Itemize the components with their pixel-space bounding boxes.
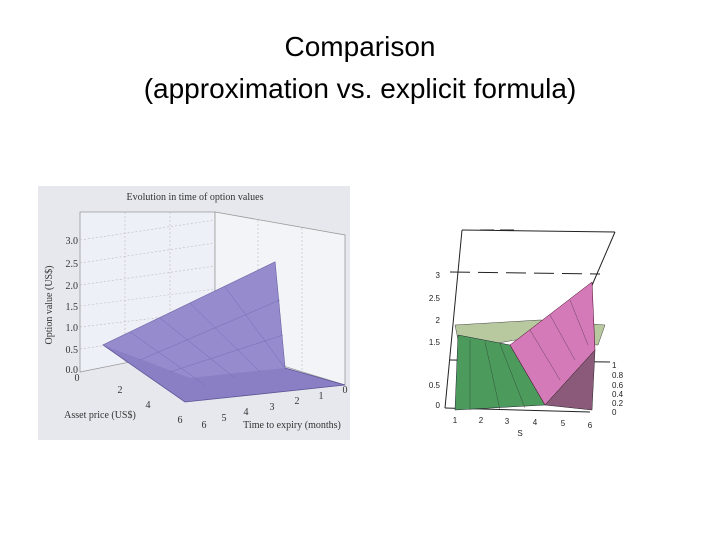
tick-label: 1	[612, 361, 617, 370]
tick-label: 3	[270, 402, 275, 413]
tick-label: 1.5	[66, 302, 79, 313]
tick-label: 4	[533, 418, 538, 427]
tick-label: 2	[295, 396, 300, 407]
right-figure: S	[444, 229, 616, 438]
figure-title: Evolution in time of option values	[127, 192, 264, 203]
tick-label: 0.4	[612, 390, 624, 399]
axis-label: Asset price (US$)	[64, 410, 136, 421]
axis-label: Option value (US$)	[44, 266, 55, 345]
tick-label: 0.0	[66, 365, 79, 376]
title-line: (approximation vs. explicit formula)	[144, 73, 577, 104]
tick-label: 5	[222, 413, 227, 424]
tick-label: 6	[588, 421, 593, 430]
tick-label: 6	[178, 415, 183, 426]
tick-label: 3	[505, 417, 510, 426]
surface-mesh	[469, 299, 589, 411]
tick-label: 1	[453, 416, 458, 425]
tick-label: 4	[146, 400, 151, 411]
title-line: Comparison	[285, 31, 436, 62]
tick-label: 3	[436, 271, 441, 280]
tick-label: 1.5	[429, 338, 441, 347]
tick-label: 6	[202, 420, 207, 431]
tick-label: 0	[343, 385, 348, 396]
surface-mesh	[129, 286, 286, 386]
tick-label: 1.0	[66, 323, 79, 334]
tick-label: 2	[479, 416, 484, 425]
axis-label: S	[517, 429, 522, 438]
tick-label: 3.0	[66, 236, 79, 247]
tick-label: 0.2	[612, 399, 624, 408]
tick-label: 1	[319, 391, 324, 402]
tick-label: 2	[118, 385, 123, 396]
tick-label: 5	[561, 419, 566, 428]
tick-label: 0	[612, 408, 617, 417]
tick-label: 0.6	[612, 381, 624, 390]
surface-shade	[103, 262, 285, 378]
tick-label: 2.0	[66, 281, 79, 292]
tick-label: 0.8	[612, 371, 624, 380]
left-figure: Evolution in time of option values Optio…	[38, 186, 350, 440]
axis-label: Time to expiry (months)	[243, 420, 341, 431]
tick-label: 2.5	[66, 259, 79, 270]
tick-label: 0	[75, 373, 80, 384]
tick-label: 4	[244, 407, 249, 418]
tick-label: 0.5	[66, 345, 79, 356]
surface-front	[544, 349, 596, 411]
tick-label: 2	[436, 316, 441, 325]
tick-label: 2.5	[429, 294, 441, 303]
tick-label: 0.5	[429, 381, 441, 390]
tick-label: 0	[436, 401, 441, 410]
